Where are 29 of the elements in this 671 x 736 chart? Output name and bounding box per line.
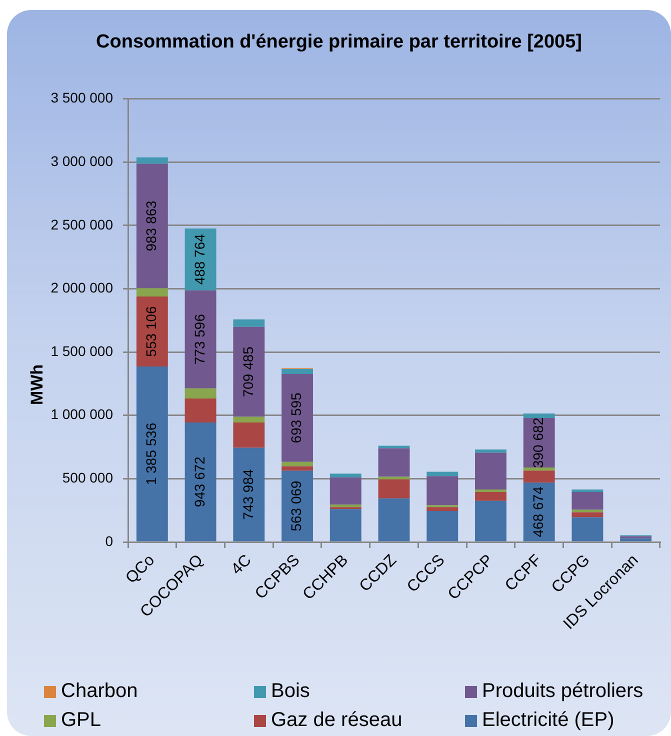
- data-label: 563 069: [288, 480, 304, 532]
- data-label: 773 596: [191, 314, 208, 365]
- y-tick-label: 0: [105, 532, 114, 549]
- data-label: 709 485: [240, 346, 256, 398]
- chart-title: Consommation d'énergie primaire par territoire [2005]: [96, 32, 582, 53]
- data-label: 743 984: [240, 469, 256, 520]
- legend-label: Gaz de réseau: [271, 709, 402, 732]
- legend-label: GPL: [61, 709, 102, 732]
- y-tick-label: 2 000 000: [50, 280, 114, 296]
- data-label: 553 106: [143, 306, 160, 357]
- y-tick-label: 3 000 000: [50, 152, 114, 169]
- y-tick-label: 2 500 000: [50, 216, 114, 232]
- legend-label: Bois: [271, 680, 310, 703]
- data-label: 1 385 536: [143, 422, 160, 486]
- legend-label: Charbon: [61, 680, 138, 703]
- legend-label: Electricité (EP): [482, 709, 614, 732]
- y-tick-label: 500 000: [62, 470, 114, 486]
- data-label: 943 672: [191, 456, 208, 508]
- data-label: 468 674: [530, 486, 546, 538]
- legend-label: Produits pétroliers: [482, 680, 644, 703]
- y-tick-label: 1 500 000: [50, 342, 114, 359]
- data-label: 693 595: [288, 392, 304, 444]
- data-label: 983 863: [143, 200, 160, 252]
- y-tick-label: 3 500 000: [50, 90, 114, 106]
- y-tick-label: 1 000 000: [50, 406, 114, 422]
- data-label: 390 682: [530, 417, 546, 468]
- data-label: 488 764: [191, 234, 208, 285]
- x-tick-label: 4C: [228, 552, 255, 578]
- y-axis-title: MWh: [28, 364, 47, 405]
